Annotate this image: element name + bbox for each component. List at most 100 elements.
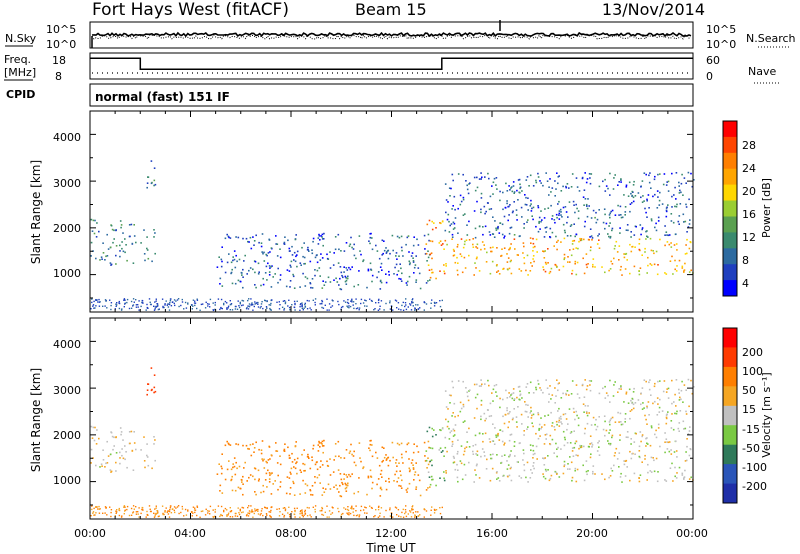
heatmap-cell	[512, 392, 515, 394]
heatmap-cell	[523, 223, 525, 225]
heatmap-cell	[137, 306, 139, 308]
heatmap-cell	[666, 388, 668, 390]
heatmap-cell	[98, 230, 100, 233]
heatmap-cell	[132, 304, 135, 306]
heatmap-cell	[664, 432, 666, 434]
heatmap-cell	[162, 513, 164, 516]
heatmap-cell	[640, 440, 642, 443]
heatmap-cell	[646, 199, 648, 202]
heatmap-cell	[253, 447, 256, 449]
heatmap-cell	[121, 448, 123, 450]
heatmap-cell	[535, 179, 537, 182]
heatmap-cell	[151, 467, 153, 470]
heatmap-cell	[255, 493, 257, 496]
heatmap-cell	[119, 220, 122, 222]
heatmap-cell	[241, 272, 243, 274]
heatmap-cell	[400, 267, 402, 270]
heatmap-cell	[192, 512, 194, 514]
heatmap-cell	[466, 441, 469, 443]
heatmap-cell	[611, 470, 614, 472]
heatmap-cell	[574, 418, 576, 421]
heatmap-cell	[537, 413, 540, 416]
heatmap-cell	[408, 260, 411, 263]
heatmap-cell	[379, 495, 382, 497]
heatmap-cell	[604, 420, 606, 423]
heatmap-cell	[535, 386, 537, 389]
heatmap-cell	[346, 305, 348, 307]
heatmap-cell	[454, 261, 457, 264]
heatmap-cell	[475, 246, 477, 248]
heatmap-cell	[611, 229, 613, 232]
heatmap-cell	[462, 453, 465, 456]
heatmap-cell	[389, 252, 391, 255]
heatmap-cell	[456, 453, 459, 455]
heatmap-cell	[562, 430, 565, 433]
heatmap-cell	[379, 288, 382, 290]
heatmap-cell	[625, 436, 628, 438]
heatmap-cell	[412, 512, 414, 514]
heatmap-cell	[592, 472, 594, 475]
heatmap-cell	[122, 439, 124, 441]
heatmap-cell	[321, 306, 323, 309]
heatmap-cell	[594, 266, 596, 268]
heatmap-cell	[185, 307, 188, 309]
heatmap-cell	[590, 217, 593, 219]
heatmap-cell	[491, 457, 493, 460]
heatmap-cell	[347, 509, 350, 512]
heatmap-cell	[230, 468, 233, 471]
heatmap-cell	[666, 441, 668, 443]
heatmap-cell	[685, 244, 687, 246]
heatmap-cell	[592, 470, 594, 473]
heatmap-cell	[230, 271, 233, 274]
heatmap-cell	[592, 465, 595, 467]
heatmap-cell	[646, 437, 648, 439]
heatmap-cell	[272, 276, 274, 278]
heatmap-cell	[258, 241, 260, 244]
heatmap-cell	[412, 260, 415, 262]
heatmap-cell	[235, 443, 237, 445]
heatmap-cell	[183, 515, 185, 517]
heatmap-cell	[583, 432, 586, 435]
heatmap-cell	[538, 216, 541, 219]
heatmap-cell	[650, 218, 653, 220]
heatmap-cell	[232, 259, 234, 262]
heatmap-cell	[360, 509, 362, 512]
heatmap-cell	[451, 445, 453, 447]
heatmap-cell	[352, 301, 355, 303]
heatmap-cell	[537, 176, 540, 178]
heatmap-cell	[98, 298, 100, 301]
heatmap-cell	[113, 229, 115, 232]
heatmap-cell	[497, 477, 500, 479]
heatmap-cell	[509, 260, 512, 263]
heatmap-cell	[532, 246, 535, 249]
heatmap-cell	[326, 298, 328, 300]
heatmap-cell	[398, 255, 400, 257]
heatmap-cell	[162, 305, 164, 308]
heatmap-cell	[299, 306, 301, 308]
heatmap-cell	[671, 462, 673, 465]
heatmap-cell	[352, 455, 355, 457]
heatmap-cell	[650, 187, 652, 189]
heatmap-cell	[209, 298, 212, 301]
heatmap-cell	[671, 379, 673, 382]
heatmap-cell	[428, 239, 430, 242]
heatmap-cell	[550, 191, 552, 193]
heatmap-cell	[556, 455, 558, 458]
heatmap-cell	[492, 246, 494, 249]
heatmap-cell	[175, 300, 177, 302]
heatmap-cell	[349, 512, 352, 515]
heatmap-cell	[645, 445, 647, 447]
power-ytick-2000: 2000	[53, 222, 81, 235]
heatmap-cell	[578, 447, 580, 450]
heatmap-cell	[114, 308, 116, 310]
heatmap-cell	[497, 225, 499, 228]
heatmap-cell	[684, 253, 687, 255]
heatmap-cell	[575, 177, 578, 179]
heatmap-cell	[443, 248, 445, 250]
heatmap-cell	[667, 397, 670, 399]
heatmap-cell	[321, 300, 324, 303]
heatmap-cell	[619, 439, 621, 441]
heatmap-cell	[670, 242, 672, 244]
heatmap-cell	[671, 402, 673, 405]
heatmap-cell	[462, 421, 465, 423]
